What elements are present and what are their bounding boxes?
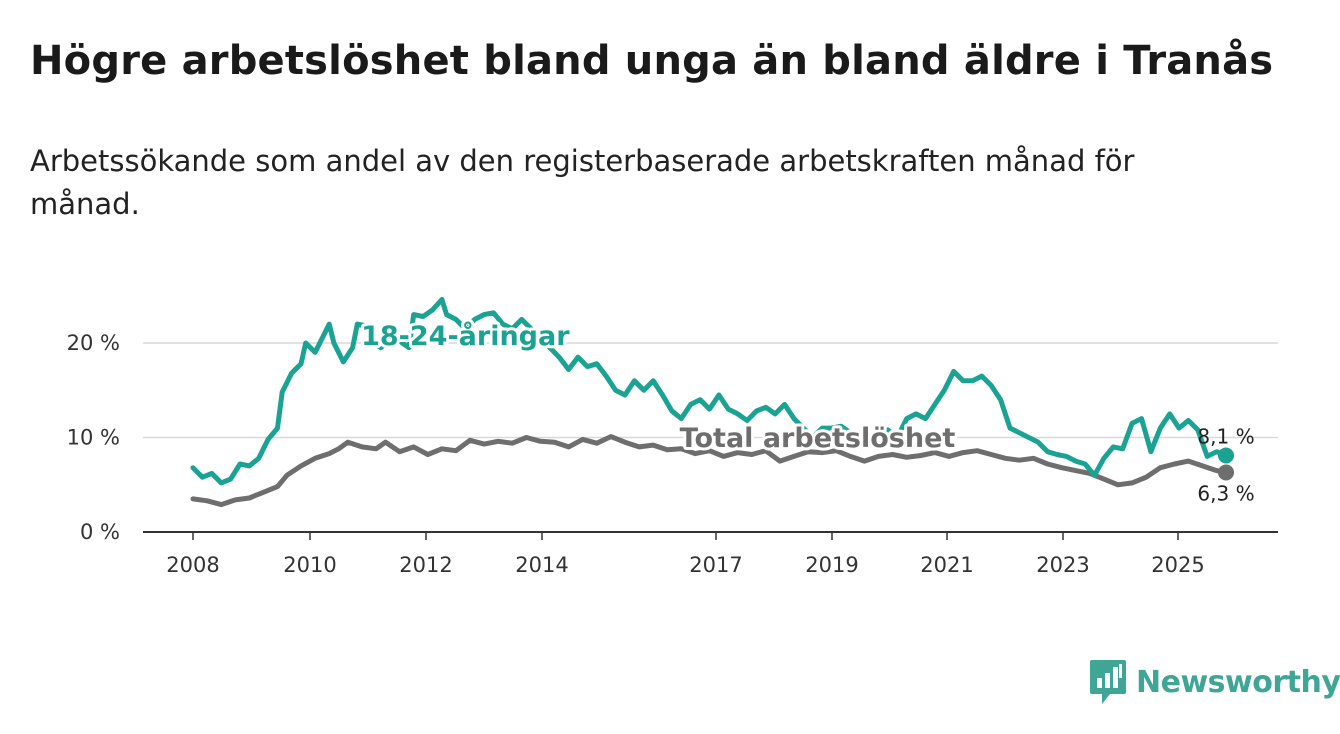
series-end-point-0 [1218, 447, 1234, 464]
y-tick-label: 20 % [67, 331, 120, 355]
x-tick-label: 2025 [1151, 553, 1204, 577]
series-group [190, 297, 1234, 508]
newsworthy-logo-icon [1090, 660, 1126, 704]
series-labels: 18-24-åringar Total arbetslöshet 8,1 % 6,3 … [358, 317, 1254, 506]
x-tick-label: 2019 [805, 553, 858, 577]
newsworthy-logo: Newsworthy [1088, 658, 1340, 706]
series-line-0 [190, 297, 1229, 486]
x-tick-label: 2021 [920, 553, 973, 577]
x-tick-label: 2014 [515, 553, 568, 577]
y-tick-label: 10 % [67, 426, 120, 450]
series-end-point-1 [1218, 464, 1234, 481]
x-tick-label: 2012 [399, 553, 452, 577]
x-tick-label: 2010 [283, 553, 336, 577]
newsworthy-logo-text: Newsworthy [1136, 664, 1340, 700]
chart-subtitle: Arbetssökande som andel av den registerb… [30, 144, 1135, 221]
series-name-label-0: 18-24-åringar [361, 320, 570, 352]
chart-title: Högre arbetslöshet bland unga än bland ä… [30, 38, 1274, 84]
series-end-value-label-0: 8,1 % [1197, 424, 1254, 448]
series-name-label-1: Total arbetslöshet [680, 423, 956, 454]
x-axis: 2008 2010 2012 2014 2017 2019 2021 2023 2025 [143, 531, 1278, 577]
y-tick-label: 0 % [80, 520, 120, 544]
series-line-1 [190, 434, 1229, 508]
series-end-value-label-1: 6,3 % [1197, 481, 1254, 505]
x-tick-label: 2023 [1036, 553, 1089, 577]
y-axis-ticks: 0 % 10 % 20 % [67, 331, 120, 544]
x-tick-label: 2008 [166, 553, 219, 577]
x-tick-label: 2017 [689, 553, 742, 577]
